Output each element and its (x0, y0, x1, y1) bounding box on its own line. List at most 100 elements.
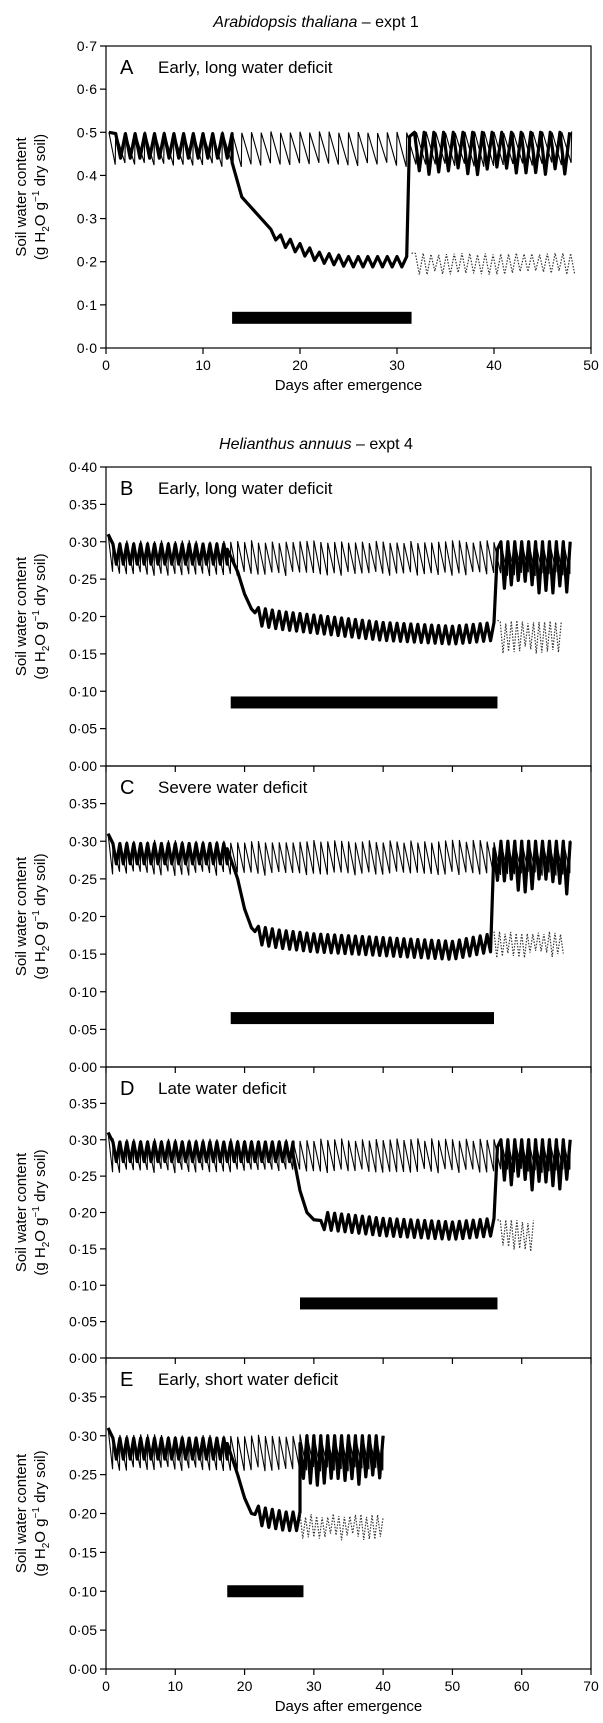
y-tick-label: 0·3 (77, 211, 97, 227)
panels: 0·0 0·1 0·2 0·3 0·4 0·5 0·6 0·7 0 10 20 30 40 50 Days … (13, 38, 599, 1715)
y-tick-label: 0·05 (69, 1314, 97, 1330)
series-maintained-deficit (299, 1513, 384, 1541)
panel-title: Early, long water deficit (158, 58, 333, 77)
y-axis-label-line1: Soil water content (13, 137, 30, 257)
series-stressed (106, 833, 572, 961)
y-axis-label-line2: (g H2O g−1 dry soil) (31, 853, 52, 979)
x-tick-label: 30 (306, 1678, 322, 1694)
y-axis-label-line2: (g H2O g−1 dry soil) (31, 1450, 52, 1576)
y-tick-label: 0·10 (69, 683, 97, 699)
panel-e: 0·00 0·05 0·10 0·15 0·20 0·25 0·30 0·35 0 10 20 30 4… (13, 1357, 599, 1715)
panel-d: 0·00 0·05 0·10 0·15 0·20 0·25 0·30 0·35 Soil wat… (13, 1066, 592, 1366)
y-tick-label: 0·4 (77, 167, 97, 183)
series-maintained-deficit (411, 252, 576, 275)
y-axis-label-line2: (g H2O g−1 dry soil) (31, 134, 52, 260)
plot-frame (105, 1066, 592, 1359)
y-tick-label: 0·0 (77, 340, 97, 356)
y-tick-label: 0·15 (69, 1241, 97, 1257)
y-axis-label-line1: Soil water content (13, 1152, 30, 1272)
panel-title: Early, short water deficit (158, 1370, 338, 1389)
y-tick-label: 0·25 (69, 1467, 97, 1483)
y-tick-label: 0·10 (69, 1277, 97, 1293)
y-axis-label-line1: Soil water content (13, 1453, 30, 1573)
y-tick-label: 0·25 (69, 871, 97, 887)
y-tick-label: 0·20 (69, 609, 97, 625)
y-axis-label-line2: (g H2O g−1 dry soil) (31, 553, 52, 679)
panel-letter: B (120, 478, 133, 500)
x-tick-label: 50 (445, 1678, 461, 1694)
x-axis-label: Days after emergence (275, 377, 423, 394)
y-tick-label: 0·2 (77, 254, 97, 270)
x-tick-label: 10 (195, 357, 211, 373)
y-tick-label: 0·25 (69, 571, 97, 587)
panel-letter: D (120, 1078, 134, 1100)
series-maintained-deficit (497, 619, 562, 654)
y-tick-label: 0·35 (69, 1389, 97, 1405)
deficit-period-bar (300, 1297, 498, 1310)
x-tick-label: 20 (292, 357, 308, 373)
panel-letter: E (120, 1369, 133, 1391)
y-tick-label: 0·00 (69, 1350, 97, 1366)
deficit-period-bar (230, 696, 498, 709)
series-stressed (106, 1427, 385, 1533)
series-stressed (106, 533, 572, 646)
y-axis-label-line2: (g H2O g−1 dry soil) (31, 1149, 52, 1275)
series-stressed (106, 1131, 572, 1241)
x-tick-label: 30 (389, 357, 405, 373)
y-tick-label: 0·20 (69, 909, 97, 925)
y-tick-label: 0·15 (69, 1544, 97, 1560)
y-axis-label-line1: Soil water content (13, 556, 30, 676)
y-tick-label: 0·30 (69, 1132, 97, 1148)
y-axis-label-line1: Soil water content (13, 856, 30, 976)
y-tick-label: 0·5 (77, 124, 97, 140)
y-tick-label: 0·35 (69, 796, 97, 812)
y-tick-label: 0·10 (69, 1583, 97, 1599)
plot-frame (105, 1357, 592, 1670)
title-helianthus: Helianthus annuus – expt 4 (219, 436, 413, 453)
y-tick-label: 0·15 (69, 646, 97, 662)
y-tick-label: 0·05 (69, 1622, 97, 1638)
x-tick-label: 50 (583, 357, 599, 373)
panel-title: Severe water deficit (158, 778, 308, 797)
panel-a: 0·0 0·1 0·2 0·3 0·4 0·5 0·6 0·7 0 10 20 30 40 50 Days … (13, 38, 599, 394)
y-tick-label: 0·00 (69, 758, 97, 774)
x-tick-label: 0 (102, 357, 110, 373)
y-tick-label: 0·6 (77, 81, 97, 97)
deficit-period-bar (232, 311, 412, 324)
y-tick-label: 0·00 (69, 1661, 97, 1677)
x-tick-label: 20 (237, 1678, 253, 1694)
y-tick-label: 0·20 (69, 1506, 97, 1522)
y-tick-label: 0·00 (69, 1059, 97, 1075)
y-tick-label: 0·05 (69, 721, 97, 737)
panel-letter: C (120, 777, 134, 799)
x-tick-label: 10 (167, 1678, 183, 1694)
y-tick-label: 0·1 (77, 297, 97, 313)
y-tick-label: 0·35 (69, 1095, 97, 1111)
title-arabidopsis: Arabidopsis thaliana – expt 1 (212, 14, 419, 31)
deficit-period-bar (227, 1585, 304, 1598)
x-tick-label: 70 (583, 1678, 599, 1694)
y-tick-label: 0·15 (69, 946, 97, 962)
series-maintained-deficit (493, 931, 564, 958)
y-tick-label: 0·30 (69, 833, 97, 849)
panel-b: 0·00 0·05 0·10 0·15 0·20 0·25 0·30 0·35 0·40 Soil… (13, 459, 592, 774)
series-maintained-deficit (497, 1219, 535, 1252)
x-tick-label: 40 (375, 1678, 391, 1694)
y-tick-label: 0·40 (69, 459, 97, 475)
deficit-period-bar (230, 1012, 494, 1025)
panel-c: 0·00 0·05 0·10 0·15 0·20 0·25 0·30 0·35 Soil wat… (13, 765, 592, 1075)
panel-title: Early, long water deficit (158, 479, 333, 498)
x-tick-label: 40 (486, 357, 502, 373)
series-stressed (108, 130, 572, 269)
x-tick-label: 0 (102, 1678, 110, 1694)
y-tick-label: 0·30 (69, 534, 97, 550)
x-axis-label: Days after emergence (275, 1698, 423, 1715)
y-tick-label: 0·05 (69, 1021, 97, 1037)
plot-frame (105, 45, 592, 349)
panel-title: Late water deficit (158, 1079, 287, 1098)
y-tick-label: 0·7 (77, 38, 97, 54)
y-tick-label: 0·10 (69, 984, 97, 1000)
plot-frame (105, 466, 592, 767)
y-tick-label: 0·30 (69, 1428, 97, 1444)
